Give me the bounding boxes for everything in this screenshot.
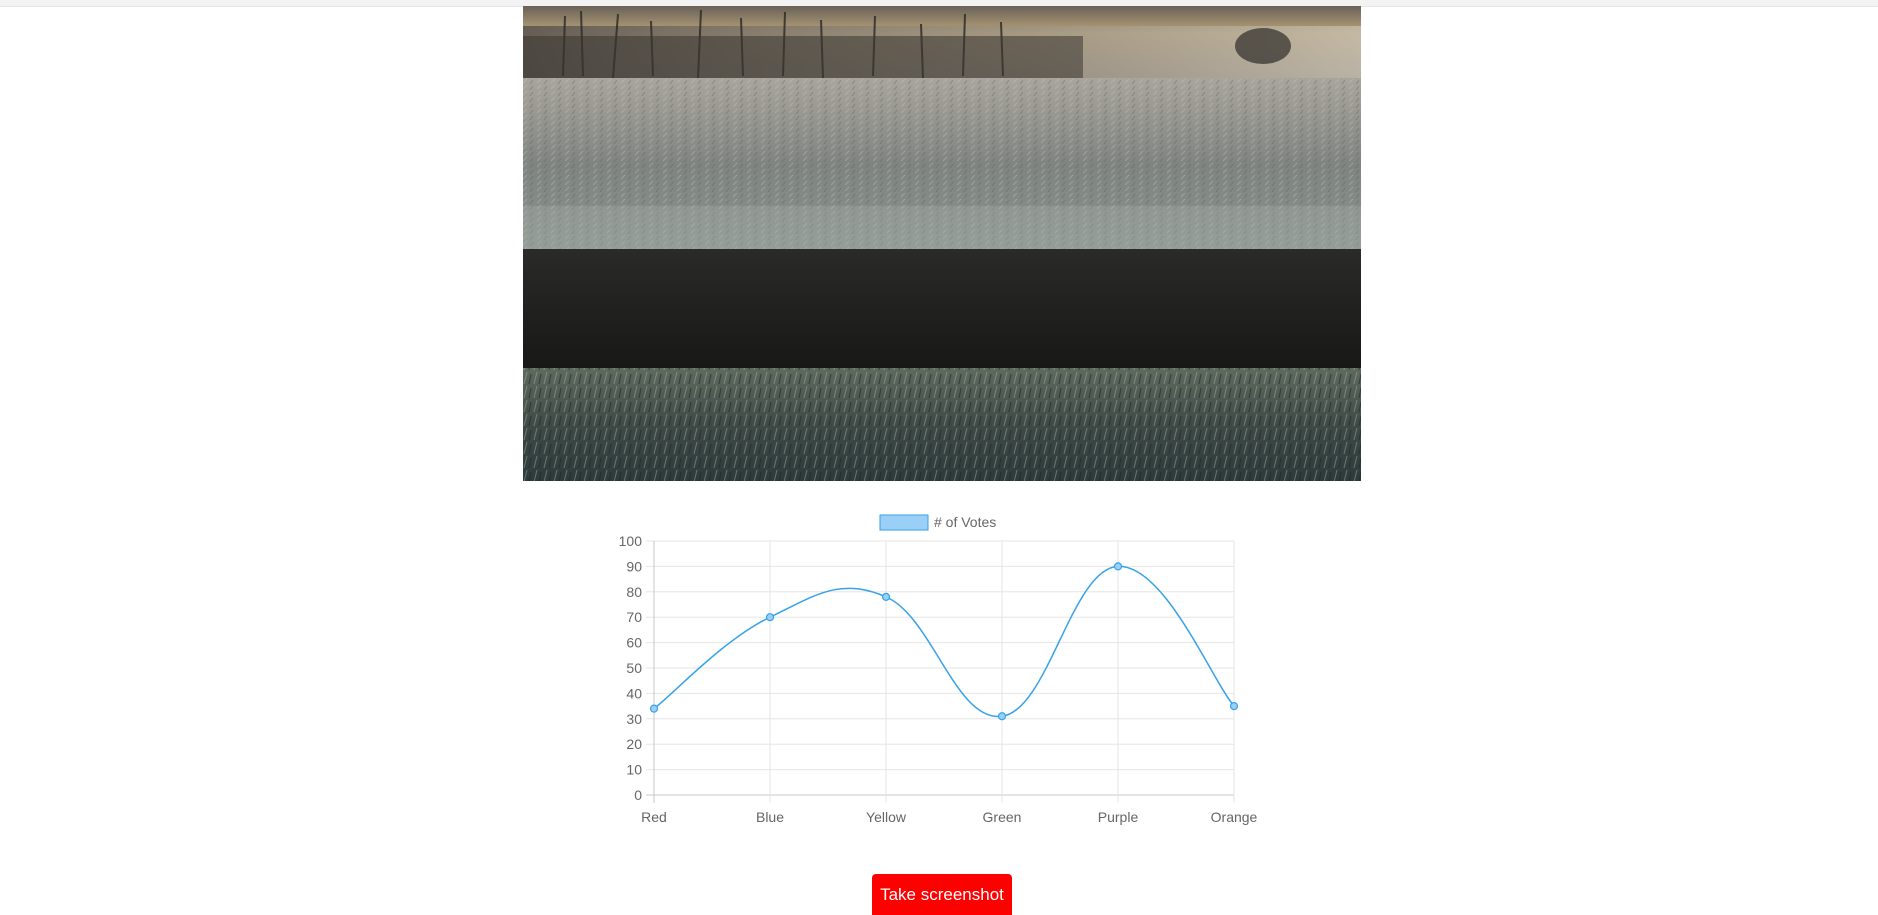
data-point-red[interactable] (649, 704, 659, 713)
data-point-purple[interactable] (1113, 562, 1123, 571)
x-tick-label-blue: Blue (756, 809, 784, 825)
y-tick-label: 80 (626, 584, 642, 600)
y-tick-label: 10 (626, 762, 642, 778)
frost-field-image (523, 6, 1361, 481)
series-line-votes (653, 565, 1235, 718)
y-axis-ticks: 0 10 20 30 40 50 60 70 80 90 100 (619, 533, 643, 803)
take-screenshot-button[interactable]: Take screenshot (872, 874, 1012, 915)
y-tick-label: 20 (626, 736, 642, 752)
y-tick-label: 70 (626, 609, 642, 625)
y-tick-label: 50 (626, 660, 642, 676)
chart-canvas: # of Votes 0 10 20 30 40 50 60 70 80 90 100 Red Blu… (619, 514, 1258, 825)
series-points-votes (649, 562, 1239, 721)
data-point-orange[interactable] (1229, 702, 1239, 711)
x-tick-label-green: Green (983, 809, 1022, 825)
chart-legend[interactable]: # of Votes (879, 514, 996, 531)
x-axis-ticks: Red Blue Yellow Green Purple Orange (641, 809, 1257, 825)
chart-gridlines (646, 540, 1235, 803)
y-tick-label: 0 (634, 787, 642, 803)
x-tick-label-orange: Orange (1211, 809, 1258, 825)
legend-label-votes: # of Votes (934, 514, 996, 530)
x-tick-label-yellow: Yellow (866, 809, 907, 825)
data-point-yellow[interactable] (881, 592, 891, 601)
y-tick-label: 100 (619, 533, 643, 549)
landscape-photo (523, 6, 1361, 481)
x-tick-label-purple: Purple (1098, 809, 1139, 825)
y-tick-label: 40 (626, 685, 642, 701)
votes-line-chart: # of Votes 0 10 20 30 40 50 60 70 80 90 100 Red Blu… (600, 505, 1280, 835)
data-point-green[interactable] (997, 712, 1007, 721)
data-point-blue[interactable] (765, 613, 775, 622)
y-tick-label: 90 (626, 558, 642, 574)
legend-swatch-votes (879, 514, 929, 531)
y-tick-label: 60 (626, 635, 642, 651)
y-tick-label: 30 (626, 711, 642, 727)
x-tick-label-red: Red (641, 809, 667, 825)
